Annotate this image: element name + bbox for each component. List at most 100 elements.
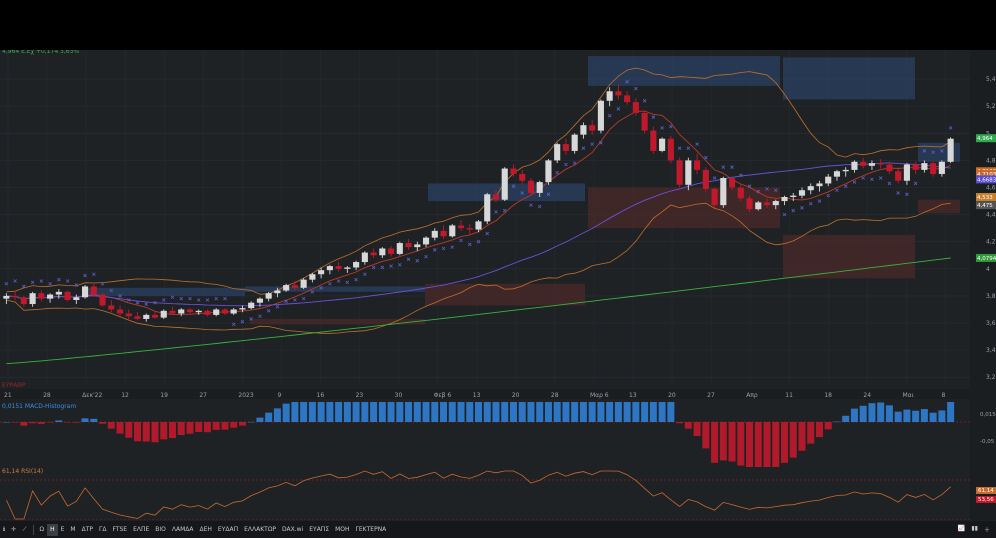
psar-mark xyxy=(30,280,35,285)
psar-mark xyxy=(433,248,437,252)
instrument-tab[interactable]: ΔΕΗ xyxy=(199,525,212,533)
psar-mark xyxy=(861,176,865,180)
psar-mark xyxy=(118,294,122,298)
candle-body xyxy=(195,310,202,313)
psar-mark xyxy=(415,258,420,263)
price-tag-label: 4,0794 xyxy=(977,256,996,262)
candle-body xyxy=(326,266,333,271)
instrument-tab[interactable]: Ε xyxy=(60,525,65,533)
macd-bar xyxy=(781,422,789,463)
candle-body xyxy=(763,202,771,206)
macd-bar xyxy=(81,418,89,422)
candle-body xyxy=(545,160,552,183)
candle-body xyxy=(527,180,535,193)
macd-bar xyxy=(649,402,657,422)
macd-tick-label: 0,0151 xyxy=(980,412,996,418)
instrument-tab[interactable]: Μ xyxy=(70,525,76,533)
psar-mark xyxy=(642,99,647,103)
info-icon[interactable]: ℹ xyxy=(3,525,6,533)
candle-body xyxy=(562,144,569,151)
instrument-tab[interactable]: FTSE xyxy=(112,525,128,533)
time-tick-label: 27 xyxy=(199,392,207,399)
psar-mark xyxy=(913,181,918,186)
macd-bar xyxy=(798,422,806,451)
price-tag-label: 4,6683 xyxy=(977,177,996,183)
candle-body xyxy=(396,243,403,254)
instrument-tab[interactable]: ΓΔ xyxy=(99,525,107,533)
psar-mark xyxy=(345,280,350,285)
psar-mark xyxy=(4,281,9,286)
time-tick-label: 18 xyxy=(824,392,832,399)
candle-body xyxy=(475,221,482,230)
macd-bar xyxy=(64,422,72,423)
instrument-tab[interactable]: ΜΟΗ xyxy=(335,525,350,533)
candle-body xyxy=(798,190,806,196)
candle-body xyxy=(353,262,360,268)
price-tick-label: 4,2 xyxy=(986,239,996,246)
candle-body xyxy=(47,294,54,299)
psar-mark xyxy=(634,86,638,91)
price-tag-label: 4,964 xyxy=(977,136,993,142)
crosshair-icon[interactable]: ✛ xyxy=(11,525,17,533)
macd-bar xyxy=(107,422,115,429)
price-zone xyxy=(250,318,425,325)
macd-bar xyxy=(361,402,369,422)
candle-body xyxy=(702,169,709,189)
macd-bar xyxy=(571,402,579,422)
candle-body xyxy=(422,237,430,245)
ema-slow xyxy=(6,162,951,307)
candle-body xyxy=(685,160,692,185)
price-zone xyxy=(783,234,915,279)
psar-mark xyxy=(677,146,682,150)
instrument-tab[interactable]: ΔΤΡ xyxy=(81,525,93,533)
instrument-tab[interactable]: ΕΥΔΑΠ xyxy=(217,525,239,533)
psar-mark xyxy=(773,188,778,193)
psar-mark xyxy=(135,300,140,305)
macd-bar xyxy=(20,422,28,426)
psar-mark xyxy=(511,184,516,188)
candle-body xyxy=(886,164,893,172)
instrument-tab[interactable]: ΓΕΚΤΕΡΝΑ xyxy=(355,525,387,533)
macd-bar xyxy=(536,402,544,422)
macd-bar xyxy=(116,422,124,434)
psar-mark xyxy=(22,284,26,289)
macd-bar xyxy=(221,422,229,430)
psar-mark xyxy=(293,298,297,302)
candle-body xyxy=(29,293,36,305)
instrument-tab[interactable]: DAX.wi xyxy=(282,525,304,533)
psar-mark xyxy=(826,193,831,198)
macd-bar xyxy=(676,422,684,424)
macd-bar xyxy=(501,402,509,422)
macd-bar xyxy=(55,420,63,422)
macd-bar xyxy=(370,402,378,422)
candle-body xyxy=(615,91,622,96)
instrument-tab[interactable]: ΛΑΜΔΑ xyxy=(171,525,194,533)
psar-mark xyxy=(231,322,236,327)
instrument-tab[interactable]: ΕΛΛΑΚΤΩΡ xyxy=(244,525,277,533)
time-tick-label: Φεβ 6 xyxy=(434,392,452,399)
psar-mark xyxy=(835,188,839,193)
macd-bar xyxy=(326,402,334,422)
candle-body xyxy=(720,178,727,206)
macd-bar xyxy=(431,402,439,422)
macd-bar xyxy=(614,402,622,422)
macd-bar xyxy=(378,402,386,422)
indicators-icon[interactable]: ▮▮ xyxy=(971,525,978,532)
instrument-tab[interactable]: Ω xyxy=(39,525,45,533)
psar-mark xyxy=(686,146,691,150)
instrument-tab[interactable]: ΕΛΠΕ xyxy=(133,525,150,533)
time-tick-label: 19 xyxy=(160,392,168,399)
instrument-tab[interactable]: Η xyxy=(47,523,58,536)
rsi-tag xyxy=(976,487,996,494)
macd-bar xyxy=(160,422,168,440)
ruler-icon[interactable]: ⟋ xyxy=(22,525,27,533)
instrument-tab[interactable]: ΕΥΑΠΣ xyxy=(309,525,330,533)
psar-mark xyxy=(170,295,175,300)
candle-body xyxy=(239,308,246,310)
zoom-in-icon[interactable]: ＋ xyxy=(983,527,990,534)
psar-mark xyxy=(870,177,874,182)
chart-type-icon[interactable]: 📈 xyxy=(957,525,966,532)
psar-mark xyxy=(266,309,271,313)
price-chart[interactable]: 5,4 5,2 5 4,8 4,6 4,4 4,2 4 3,8 3,6 3,4 3,2 4,964 4,… xyxy=(0,50,996,520)
instrument-tab[interactable]: ΒΙΟ xyxy=(155,525,166,533)
